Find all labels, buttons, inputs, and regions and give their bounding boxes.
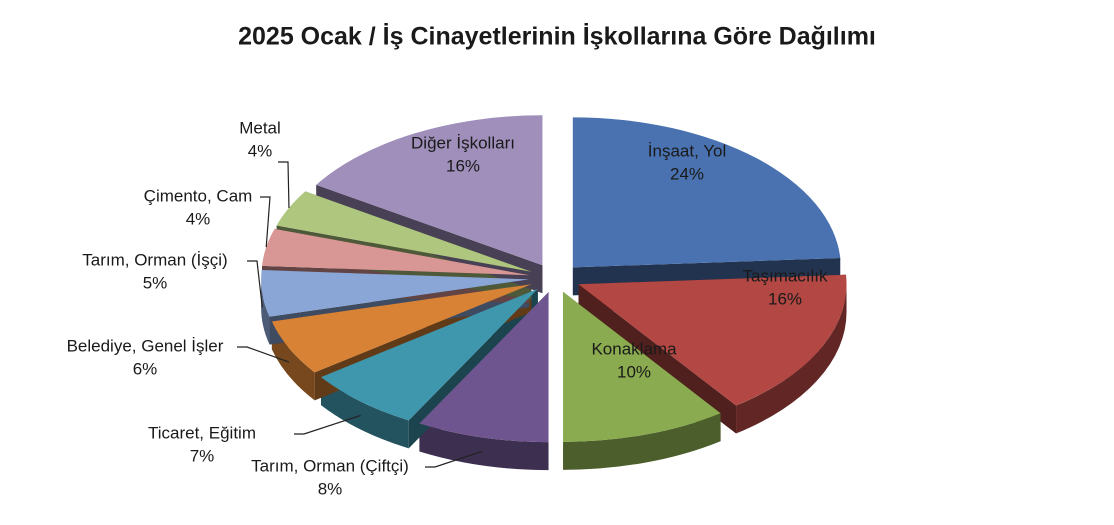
slice-label: Belediye, Genel İşler: [67, 336, 224, 355]
slice-label: Çimento, Cam: [144, 186, 253, 205]
leader-line: [247, 260, 263, 308]
slice-label: Ticaret, Eğitim: [148, 423, 256, 442]
slice-side: [563, 413, 721, 470]
slice-side: [320, 377, 409, 449]
slice: [572, 117, 841, 268]
slice-value-label: 8%: [318, 479, 343, 498]
slice-label: Tarım, Orman (İşçi): [82, 250, 227, 269]
slice: [563, 291, 721, 442]
chart-title: 2025 Ocak / İş Cinayetlerinin İşkolların…: [238, 23, 876, 51]
slice-label: Konaklama: [591, 339, 677, 358]
slice: [276, 191, 532, 272]
slice-label: Metal: [239, 118, 281, 137]
slice-side: [736, 284, 847, 434]
leader-line: [237, 346, 290, 363]
leader-line: [260, 196, 271, 248]
slice: [419, 292, 549, 443]
leader-line: [425, 450, 483, 468]
slice-value-label: 16%: [446, 156, 480, 175]
slice-value-label: 24%: [670, 164, 704, 183]
slice: [316, 115, 543, 266]
slice-side: [419, 423, 549, 471]
slice: [320, 288, 538, 421]
slice-value-label: 16%: [768, 289, 802, 308]
slice-label: İnşaat, Yol: [648, 141, 726, 160]
slice-label: Taşımacılık: [742, 266, 828, 285]
slice: [261, 228, 530, 276]
slice: [578, 274, 847, 406]
slice-value-label: 4%: [186, 209, 211, 228]
slice-side: [261, 279, 270, 345]
slice-value-label: 6%: [133, 359, 158, 378]
slice: [271, 284, 532, 373]
slice-label: Tarım, Orman (Çiftçi): [251, 456, 409, 475]
slice-value-label: 7%: [190, 446, 215, 465]
slice-value-label: 10%: [617, 362, 651, 381]
slice-value-label: 4%: [248, 141, 273, 160]
leader-line: [294, 414, 361, 435]
slice-value-label: 5%: [143, 273, 168, 292]
leader-line: [278, 161, 290, 208]
slice-label: Diğer İşkolları: [411, 133, 515, 152]
slice: [261, 269, 530, 317]
